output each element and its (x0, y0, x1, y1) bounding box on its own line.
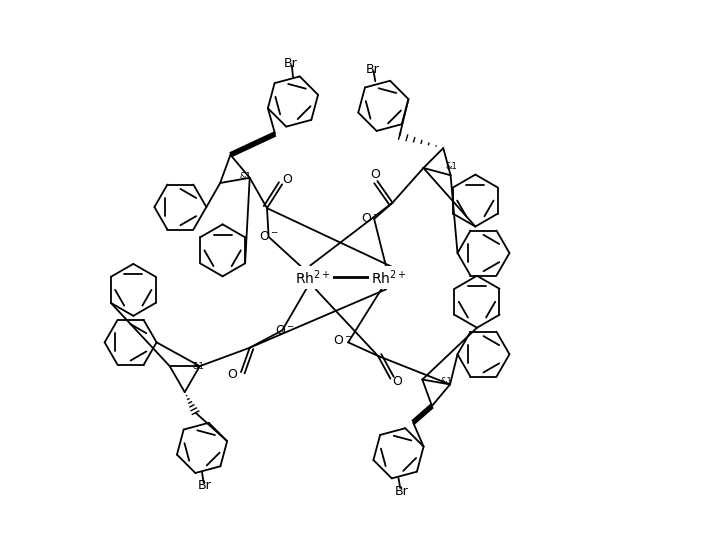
Text: Br: Br (394, 485, 408, 498)
Text: Br: Br (284, 57, 297, 70)
Text: O$^-$: O$^-$ (332, 334, 353, 347)
Text: O$^-$: O$^-$ (275, 324, 295, 337)
Text: &1: &1 (445, 162, 457, 171)
Text: Rh$^{2+}$: Rh$^{2+}$ (371, 268, 406, 287)
Text: O$^-$: O$^-$ (361, 213, 381, 225)
Text: Rh$^{2+}$: Rh$^{2+}$ (295, 268, 331, 287)
Text: Rh$^{2+}$: Rh$^{2+}$ (295, 268, 331, 287)
Text: O: O (228, 368, 237, 381)
Text: &1: &1 (192, 362, 204, 371)
Text: O: O (370, 168, 380, 181)
Text: &1: &1 (240, 172, 251, 181)
Text: &1: &1 (441, 378, 452, 386)
Text: Rh$^{2+}$: Rh$^{2+}$ (371, 268, 406, 287)
Text: Br: Br (365, 63, 379, 76)
Text: O: O (393, 375, 402, 388)
Text: O$^-$: O$^-$ (258, 230, 279, 243)
Text: O: O (283, 174, 292, 187)
Text: Br: Br (198, 479, 212, 492)
